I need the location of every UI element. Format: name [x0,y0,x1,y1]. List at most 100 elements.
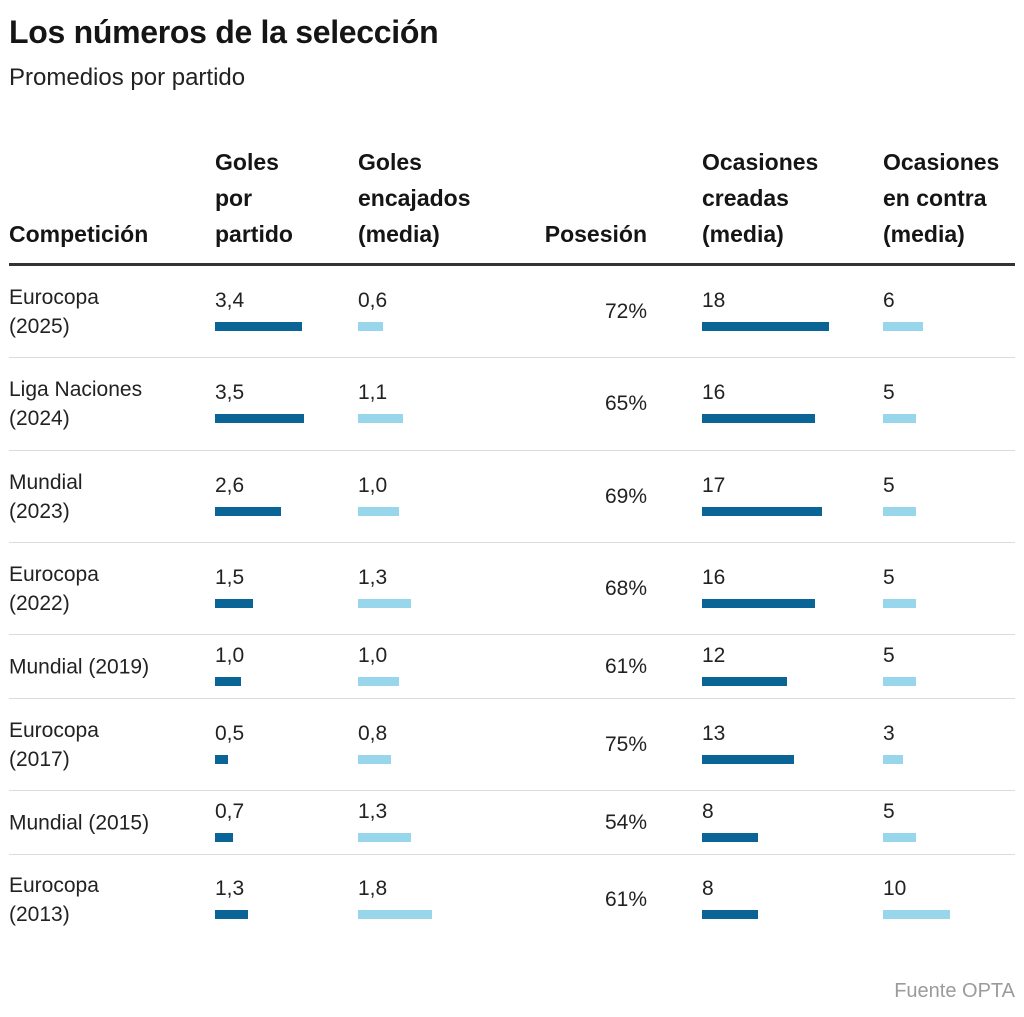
encajados-value: 1,8 [358,877,388,900]
creadas-cell: 8 [702,800,758,846]
goles-bar [215,414,304,423]
encajados-value: 1,0 [358,473,388,497]
contra-value: 5 [883,381,895,404]
chart-subtitle: Promedios por partido [9,64,246,91]
creadas-bar [702,676,787,686]
goles-value: 0,5 [215,721,245,745]
encajados-cell: 1,3 [358,566,411,612]
contra-bar [883,321,923,331]
competition-label-line: Eurocopa [9,874,99,897]
competition-label-line: Mundial (2019) [9,655,150,678]
header-competicion-line: Competición [9,221,149,247]
creadas-bar [702,321,829,331]
header-encajados-line: (media) [358,221,440,247]
posesion-value: 69% [604,484,647,508]
table-row: Mundial (2015) 0,7 1,3 8 5 54% [9,791,1015,855]
competition-label-line: Eurocopa [9,718,99,742]
goles-bar [215,754,228,764]
competition-label: Eurocopa (2013) [9,871,199,929]
competition-label-line: Eurocopa [9,285,99,309]
competition-label-line: (2023) [9,499,70,523]
creadas-cell: 13 [702,722,794,768]
encajados-cell: 0,6 [358,289,387,335]
posesion-value: 72% [604,299,647,323]
encajados-bar [358,910,432,919]
competition-label-line: Liga Naciones [9,378,143,401]
creadas-value: 16 [702,565,726,589]
goles-value: 1,5 [215,565,245,589]
creadas-value: 17 [702,473,726,497]
encajados-cell: 0,8 [358,722,391,768]
header-contra-line: (media) [883,221,965,247]
goles-value: 0,7 [215,799,245,823]
goles-cell: 1,3 [215,877,248,923]
contra-value: 6 [883,288,895,312]
encajados-value: 1,1 [358,381,388,404]
goles-cell: 1,0 [215,644,244,690]
competition-label: Liga Naciones (2024) [9,375,199,433]
creadas-value: 16 [702,381,726,404]
goles-cell: 3,4 [215,289,302,335]
encajados-value: 1,3 [358,565,388,589]
goles-value: 3,4 [215,288,245,312]
creadas-cell: 8 [702,877,758,923]
encajados-value: 0,6 [358,288,388,312]
encajados-value: 1,3 [358,799,388,823]
posesion-value: 65% [604,392,647,415]
header-contra-line: en contra [883,185,987,211]
competition-label-line: (2024) [9,407,70,430]
competition-label-line: (2025) [9,314,70,338]
encajados-value: 0,8 [358,721,388,745]
contra-bar [883,676,916,686]
goles-value: 3,5 [215,381,245,404]
competition-label-line: (2022) [9,591,70,615]
creadas-bar [702,506,822,516]
table-row: Eurocopa (2025) 3,4 0,6 18 6 72% [9,266,1015,358]
contra-cell: 5 [883,474,916,520]
encajados-cell: 1,8 [358,877,432,923]
contra-bar [883,598,916,608]
competition-label-line: Mundial [9,470,83,494]
contra-value: 5 [883,565,895,589]
header-posesion-line: Posesión [544,221,647,247]
goles-bar [215,676,241,686]
header-competicion: Competición [9,148,148,252]
table-row: Eurocopa (2022) 1,5 1,3 16 5 68% [9,543,1015,635]
header-goles-por-partido: Goles por partido [215,148,293,252]
table-row: Liga Naciones (2024) 3,5 1,1 16 5 65% [9,358,1015,451]
contra-value: 3 [883,721,895,745]
header-posesion: Posesión [500,148,647,252]
header-ocasiones-creadas: Ocasiones creadas (media) [702,148,818,252]
competition-label-line: (2017) [9,747,70,771]
contra-bar [883,414,916,423]
creadas-value: 12 [702,643,726,667]
goles-cell: 0,5 [215,722,244,768]
competition-label-line: Eurocopa [9,562,99,586]
contra-cell: 5 [883,644,916,690]
posesion-value: 54% [604,810,647,834]
goles-bar [215,321,302,331]
goles-cell: 1,5 [215,566,253,612]
creadas-cell: 17 [702,474,822,520]
goles-cell: 3,5 [215,381,304,427]
encajados-cell: 1,0 [358,474,399,520]
posesion-value: 68% [604,576,647,600]
competition-label-line: Mundial (2015) [9,811,150,834]
creadas-value: 8 [702,799,714,823]
encajados-bar [358,754,391,764]
contra-value: 10 [883,877,907,900]
encajados-bar [358,506,399,516]
goles-bar [215,506,281,516]
header-ocasiones-en-contra: Ocasiones en contra (media) [883,148,999,252]
creadas-bar [702,598,815,608]
table-row: Mundial (2019) 1,0 1,0 12 5 61% [9,635,1015,699]
header-encajados-line: Goles [358,149,422,175]
header-contra-line: Ocasiones [883,149,1000,175]
chart-title: Los números de la selección [9,14,439,50]
contra-cell: 10 [883,877,950,923]
competition-label: Eurocopa (2022) [9,560,199,618]
encajados-bar [358,832,411,842]
creadas-cell: 18 [702,289,829,335]
competition-label: Eurocopa (2017) [9,716,199,774]
creadas-value: 8 [702,877,714,900]
